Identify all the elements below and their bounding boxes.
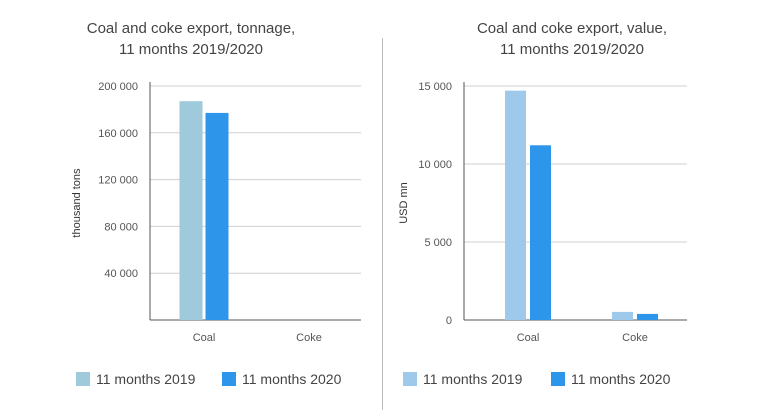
bar-coal-2019 xyxy=(179,101,203,321)
legend-item-2020: 11 months 2020 xyxy=(551,371,670,387)
panel-divider xyxy=(382,38,383,410)
y-tick-label: 120 000 xyxy=(98,175,138,187)
bar-coal-2020 xyxy=(530,145,551,320)
y-tick-label: 40 000 xyxy=(104,268,138,280)
legend-swatch-2019 xyxy=(76,372,90,386)
y-tick-label: 15 000 xyxy=(418,81,452,93)
legend-swatch-2020 xyxy=(222,372,236,386)
y-tick-label: 200 000 xyxy=(98,81,138,93)
value-chart-panel: Coal and coke export, value, 11 months 2… xyxy=(383,0,761,412)
legend-label-2020: 11 months 2020 xyxy=(571,371,671,387)
y-axis-label: thousand tons xyxy=(71,168,83,238)
x-tick-label-coal: Coal xyxy=(517,332,540,344)
value-chart-title: Coal and coke export, value, 11 months 2… xyxy=(476,20,668,58)
legend-item-2020: 11 months 2020 xyxy=(222,371,341,387)
legend-swatch-2019 xyxy=(403,372,417,386)
legend-label-2020: 11 months 2020 xyxy=(242,371,342,387)
legend-swatch-2020 xyxy=(551,372,565,386)
x-tick-label-coke: Coke xyxy=(622,332,648,344)
y-tick-label: 5 000 xyxy=(424,237,452,249)
bar-coke-2020 xyxy=(637,313,658,320)
bar-coal-2020 xyxy=(205,112,229,320)
x-tick-label-coke: Coke xyxy=(296,332,322,344)
tonnage-chart-title: Coal and coke export, tonnage, 11 months… xyxy=(86,20,296,58)
y-tick-label: 0 xyxy=(446,315,452,327)
legend-item-2019: 11 months 2019 xyxy=(76,371,195,387)
value-chart-plot: 0 5 000 10 000 15 000 USD mn Coal Coke xyxy=(398,81,687,344)
bar-coke-2019 xyxy=(612,311,633,320)
tonnage-chart-plot: 40 000 80 000 120 000 160 000 200 000 thousan… xyxy=(71,81,361,344)
value-chart-legend: 11 months 2019 11 months 2020 xyxy=(383,371,761,389)
y-tick-label: 80 000 xyxy=(104,221,138,233)
legend-item-2019: 11 months 2019 xyxy=(403,371,522,387)
bar-coal-2019 xyxy=(505,90,526,321)
legend-label-2019: 11 months 2019 xyxy=(96,371,196,387)
y-tick-label: 160 000 xyxy=(98,128,138,140)
tonnage-chart-panel: Coal and coke export, tonnage, 11 months… xyxy=(0,20,382,389)
x-tick-label-coal: Coal xyxy=(193,332,216,344)
tonnage-chart-legend: 11 months 2019 11 months 2020 xyxy=(0,371,382,389)
legend-label-2019: 11 months 2019 xyxy=(423,371,523,387)
y-tick-label: 10 000 xyxy=(418,159,452,171)
y-axis-label: USD mn xyxy=(398,182,410,224)
